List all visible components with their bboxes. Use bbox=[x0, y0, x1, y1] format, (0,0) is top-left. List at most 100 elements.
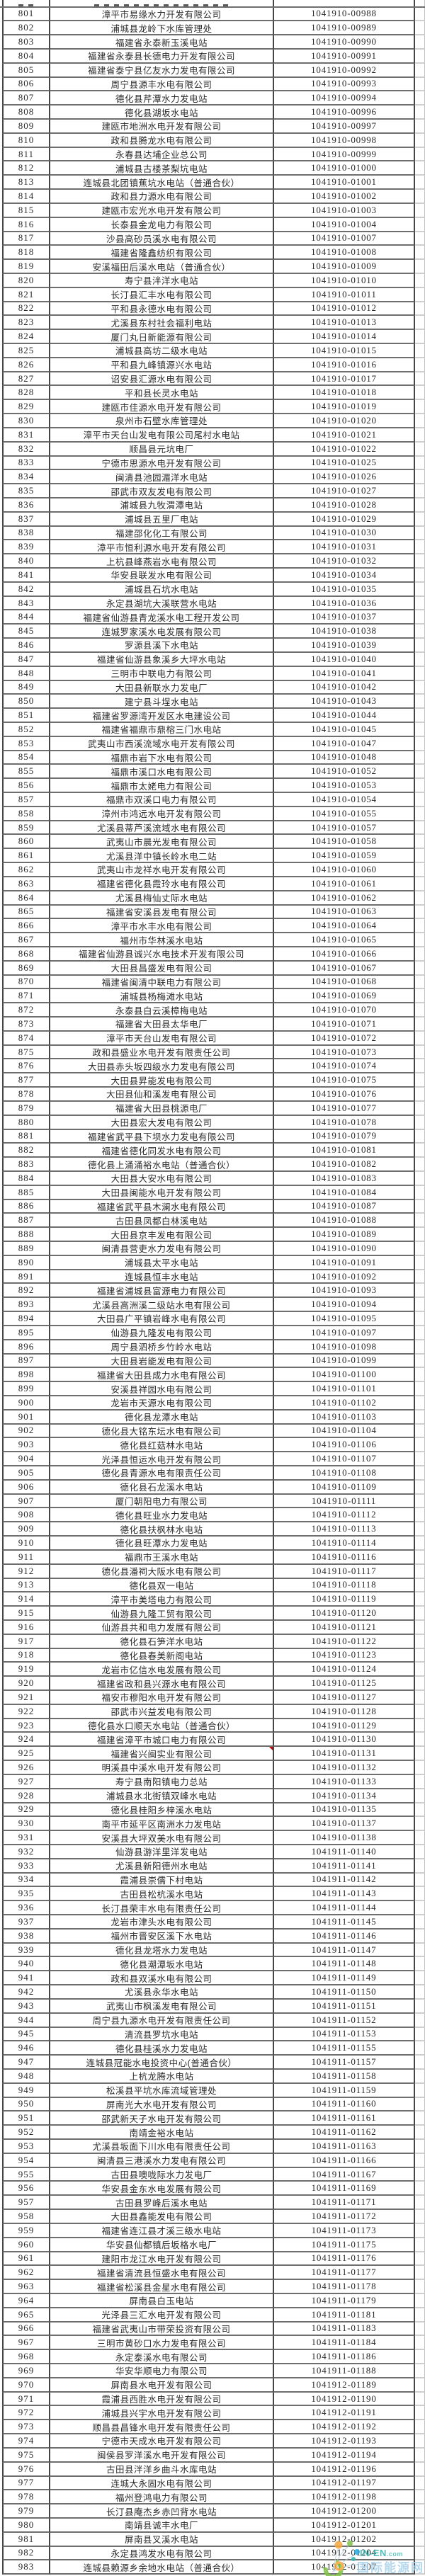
row-number-cell: 803 bbox=[2, 35, 49, 50]
adjacent-column-stub bbox=[415, 807, 425, 821]
adjacent-column-stub bbox=[415, 919, 425, 934]
row-number-cell: 939 bbox=[2, 1943, 49, 1958]
company-name-cell: 德化县春美新阁电站 bbox=[49, 1648, 273, 1663]
row-number-cell: 863 bbox=[2, 877, 49, 891]
table-row: 854 福鼎市岩下水电有限公司 1041910-01048 bbox=[0, 751, 425, 765]
company-name-cell: 大田县仙和溪发电有限公司 bbox=[49, 1088, 273, 1102]
company-name-cell: 福建省武平县下坝水力发电有限公司 bbox=[49, 1129, 273, 1144]
adjacent-column-stub bbox=[415, 428, 425, 443]
company-name-cell: 福建省兴闽实业有限公司 bbox=[49, 1747, 273, 1762]
row-number-cell: 958 bbox=[2, 2210, 49, 2224]
table-row: 944 周宁县九源水电开发有限责任公司 1041911-01152 bbox=[0, 2013, 425, 2028]
license-id-cell: 1041910-01059 bbox=[273, 849, 415, 864]
license-id-cell: 1041910-01063 bbox=[273, 905, 415, 920]
adjacent-column-stub bbox=[415, 273, 425, 288]
license-id-cell: 1041910-01081 bbox=[273, 1144, 415, 1158]
company-name-cell: 德化县石龙溪水电站 bbox=[49, 1480, 273, 1495]
table-row: 952 南靖金裕水电站 1041911-01162 bbox=[0, 2126, 425, 2140]
license-id-cell: 1041911-01181 bbox=[273, 2308, 415, 2323]
row-number-cell: 919 bbox=[2, 1663, 49, 1677]
row-number-cell: 908 bbox=[2, 1508, 49, 1523]
company-name-cell: 福建省浦城县富源电力有限公司 bbox=[49, 1284, 273, 1299]
table-row: 923 德化县水口顺天水电站（普通合伙） 1041910-01129 bbox=[0, 1719, 425, 1733]
company-name-cell: 建瓯市地洲水电开发有限公司 bbox=[49, 120, 273, 134]
row-number-cell: 906 bbox=[2, 1480, 49, 1495]
table-row: 972 浦城县兴宇水电开发有限公司 1041912-01191 bbox=[0, 2406, 425, 2421]
table-row: 971 霞浦县西胜水电开发有限公司 1041912-01190 bbox=[0, 2392, 425, 2407]
company-name-cell: 清流县罗坑水电站 bbox=[49, 2027, 273, 2042]
table-row: 809 建瓯市地洲水电开发有限公司 1041910-00997 bbox=[0, 120, 425, 134]
row-number-cell: 916 bbox=[2, 1620, 49, 1635]
adjacent-column-stub bbox=[415, 1733, 425, 1748]
adjacent-column-stub bbox=[415, 989, 425, 1004]
adjacent-column-stub bbox=[415, 1129, 425, 1144]
table-row: 887 古田县凤都白林溪电站 1041910-01088 bbox=[0, 1214, 425, 1229]
row-number-cell: 806 bbox=[2, 77, 49, 92]
company-name-cell: 政和县力源水电有限公司 bbox=[49, 190, 273, 204]
license-id-cell: 1041910-01066 bbox=[273, 947, 415, 962]
license-id-cell: 1041910-01002 bbox=[273, 190, 415, 204]
license-id-cell: 1041911-01142 bbox=[273, 1873, 415, 1888]
company-name-cell: 厦门丸日新能源有限公司 bbox=[49, 330, 273, 344]
company-name-cell: 大田县闽能水电开发有限公司 bbox=[49, 1185, 273, 1200]
company-name-cell: 尤溪县永华水电站 bbox=[49, 1985, 273, 2000]
company-name-cell: 政和县腾龙水电有限公司 bbox=[49, 133, 273, 148]
adjacent-column-stub bbox=[415, 1480, 425, 1495]
row-number-cell: 905 bbox=[2, 1466, 49, 1481]
license-id-cell: 1041911-01158 bbox=[273, 2069, 415, 2084]
row-number-cell: 957 bbox=[2, 2196, 49, 2211]
company-name-cell: 尤溪县坂面下川水电有限责任公司 bbox=[49, 2140, 273, 2154]
license-id-cell: 1041911-01162 bbox=[273, 2126, 415, 2140]
company-name-cell: 长汀县庵杰乡赤凹背水电站 bbox=[49, 2504, 273, 2519]
adjacent-column-stub bbox=[415, 2111, 425, 2126]
comment-indicator bbox=[269, 1747, 273, 1751]
row-number-cell: 868 bbox=[2, 947, 49, 962]
table-row: 915 仙游县九隆工贸有限公司 1041910-01120 bbox=[0, 1607, 425, 1621]
company-name-cell: 德化县扶枫林水电站 bbox=[49, 1522, 273, 1537]
license-id-cell: 1041910-01083 bbox=[273, 1171, 415, 1186]
company-name-cell: 周宁县泗桥乡竹岭水电站 bbox=[49, 1340, 273, 1355]
license-id-cell: 1041910-01034 bbox=[273, 569, 415, 583]
table-row: 862 武夷山市龙祥水电开发有限公司 1041910-01060 bbox=[0, 863, 425, 877]
table-row: 881 福建省武平县下坝水力发电有限公司 1041910-01079 bbox=[0, 1129, 425, 1144]
adjacent-column-stub bbox=[415, 680, 425, 695]
company-name-cell: 福鼎市溪口水电有限公司 bbox=[49, 765, 273, 780]
row-number-cell: 947 bbox=[2, 2056, 49, 2070]
adjacent-column-stub bbox=[415, 1494, 425, 1509]
row-number-cell: 948 bbox=[2, 2069, 49, 2084]
license-id-cell: 1041910-01092 bbox=[273, 1270, 415, 1284]
row-number-cell: 959 bbox=[2, 2223, 49, 2238]
company-name-cell: 福建省安溪县发电有限公司 bbox=[49, 905, 273, 920]
adjacent-column-stub bbox=[415, 1144, 425, 1158]
license-id-cell: 1041912-01200 bbox=[273, 2504, 415, 2519]
row-number-cell: 953 bbox=[2, 2140, 49, 2154]
adjacent-column-stub bbox=[415, 569, 425, 583]
row-number-cell: 883 bbox=[2, 1158, 49, 1172]
table-row: 810 政和县腾龙水电有限公司 1041910-00998 bbox=[0, 133, 425, 148]
adjacent-column-stub bbox=[415, 1368, 425, 1383]
company-name-cell: 福州市晋安区溪下水电站 bbox=[49, 1929, 273, 1944]
license-id-cell: 1041911-01155 bbox=[273, 2041, 415, 2056]
license-id-cell: 1041910-01137 bbox=[273, 1817, 415, 1832]
company-name-cell: 建瓯市佳源水电开发有限公司 bbox=[49, 400, 273, 415]
table-row: 931 安溪县大坪双美水电有限公司 1041910-01138 bbox=[0, 1831, 425, 1845]
table-row: 863 福建省德化县霞玲水电有限公司 1041910-01061 bbox=[0, 877, 425, 891]
license-id-cell: 1041910-01011 bbox=[273, 287, 415, 302]
table-row: 978 福州登鸿电力有限公司 1041912-01198 bbox=[0, 2490, 425, 2505]
company-name-cell: 古田县松杭溪水电站 bbox=[49, 1887, 273, 1902]
adjacent-column-stub bbox=[415, 1003, 425, 1018]
adjacent-column-stub bbox=[415, 1228, 425, 1242]
license-id-cell: 1041910-01119 bbox=[273, 1592, 415, 1607]
company-name-cell: 松溪县平坑水库流域管理处 bbox=[49, 2083, 273, 2098]
row-number-cell: 811 bbox=[2, 147, 49, 162]
row-number-cell: 801 bbox=[2, 7, 49, 22]
company-name-cell: 古田县凤都白林溪电站 bbox=[49, 1214, 273, 1229]
row-number-cell: 934 bbox=[2, 1873, 49, 1888]
table-row: 855 福鼎市溪口水电有限公司 1041910-01052 bbox=[0, 765, 425, 780]
company-name-cell: 政和县双溪水电有限公司 bbox=[49, 1971, 273, 1986]
table-row: 961 建阳市龙江水电开发有限公司 1041911-01176 bbox=[0, 2252, 425, 2267]
license-id-cell: 1041910-01077 bbox=[273, 1101, 415, 1116]
row-number-cell: 888 bbox=[2, 1228, 49, 1242]
license-id-cell: 1041912-01192 bbox=[273, 2420, 415, 2435]
company-name-cell: 德化县红菇林水电站 bbox=[49, 1438, 273, 1453]
